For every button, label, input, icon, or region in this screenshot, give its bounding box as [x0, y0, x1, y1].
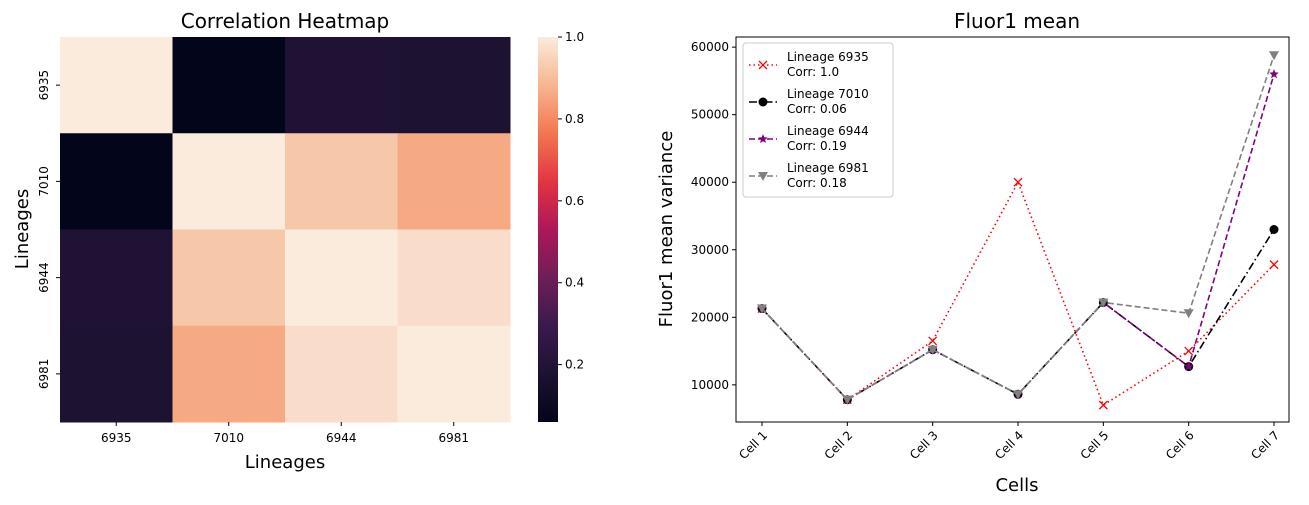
heatmap-title: Correlation Heatmap	[181, 9, 390, 33]
line-chart-axes	[735, 36, 1290, 423]
heatmap-x-ticks: 6935 7010 6944 6981	[101, 422, 469, 445]
data-point	[1183, 361, 1194, 371]
heatmap-y-tick-label: 6981	[37, 359, 51, 390]
heatmap-cell	[397, 229, 511, 327]
line-chart-y-tick-label: 60000	[691, 40, 729, 54]
line-chart-y-tick-label: 30000	[691, 243, 729, 257]
data-point	[927, 345, 938, 355]
heatmap-cell	[172, 229, 286, 327]
line-chart-y-tick-label: 40000	[691, 175, 729, 189]
heatmap-panel: Correlation Heatmap 6935 7010 6944 6981 693…	[12, 9, 584, 473]
data-point	[1013, 177, 1023, 187]
line-chart-y-tick-label: 50000	[691, 108, 729, 122]
legend-corr: Corr: 0.19	[787, 139, 847, 153]
heatmap-x-tick-label: 6981	[438, 431, 469, 445]
data-point	[842, 395, 853, 405]
line-chart-x-ticks: Cell 1 Cell 2 Cell 3 Cell 4 Cell 5 Cell 6 Cell…	[736, 422, 1282, 462]
line-chart-x-tick-label: Cell 7	[1248, 428, 1282, 462]
heatmap-cell	[172, 325, 286, 423]
series-line	[761, 229, 1275, 401]
line-chart-y-label: Fluor1 mean variance	[656, 131, 677, 328]
data-point	[757, 304, 767, 314]
data-point	[1269, 69, 1279, 79]
legend-marker	[758, 60, 768, 70]
legend-marker	[758, 97, 768, 107]
heatmap-x-label: Lineages	[245, 452, 325, 473]
heatmap-cell	[397, 325, 511, 423]
line-chart-y-tick-label: 20000	[691, 310, 729, 324]
heatmap-x-tick-label: 6944	[326, 431, 357, 445]
heatmap-cells	[60, 37, 511, 423]
series-line	[761, 180, 1275, 407]
line-chart-x-tick-label: Cell 4	[992, 428, 1026, 462]
colorbar-tick-label: 1.0	[565, 30, 584, 44]
colorbar-tick-label: 0.6	[565, 194, 584, 208]
heatmap-cell	[285, 229, 398, 327]
colorbar-tick-label: 0.4	[565, 276, 584, 290]
colorbar	[538, 37, 558, 422]
heatmap-cell	[60, 37, 173, 134]
legend-label: Lineage 6935	[787, 50, 869, 64]
series-lineage-6935	[757, 177, 1279, 410]
heatmap-cell	[285, 325, 398, 423]
line-chart-x-tick-label: Cell 3	[907, 428, 941, 462]
line-chart-y-tick-label: 10000	[691, 378, 729, 392]
line-chart-x-tick-label: Cell 1	[736, 428, 770, 462]
heatmap-x-tick-label: 6935	[101, 431, 132, 445]
line-chart-panel: Fluor1 mean 10000 20000 30000 40000 50000 600…	[656, 9, 1290, 496]
heatmap-x-tick-label: 7010	[213, 431, 244, 445]
legend-label: Lineage 7010	[787, 87, 869, 101]
data-point	[1269, 225, 1279, 234]
colorbar-ticks: 0.2 0.4 0.6 0.8 1.0	[558, 30, 584, 372]
series-lineage-7010	[757, 225, 1279, 405]
line-chart-title: Fluor1 mean	[954, 9, 1080, 33]
heatmap-y-tick-label: 6944	[37, 262, 51, 293]
line-chart-x-tick-label: Cell 5	[1078, 428, 1112, 462]
data-point	[1183, 309, 1194, 319]
series-lineage-6981	[757, 51, 1279, 405]
heatmap-cell	[285, 37, 398, 134]
heatmap-y-tick-label: 6935	[37, 70, 51, 101]
legend-marker	[758, 134, 768, 144]
data-point	[1098, 400, 1108, 410]
heatmap-y-ticks: 6935 7010 6944 6981	[37, 70, 60, 389]
heatmap-cell	[60, 133, 173, 230]
colorbar-tick-label: 0.2	[565, 358, 584, 372]
legend-label: Lineage 6981	[787, 161, 869, 175]
colorbar-tick-label: 0.8	[565, 112, 584, 126]
heatmap-cell	[397, 133, 511, 230]
legend-marker	[758, 172, 768, 181]
line-chart-x-tick-label: Cell 2	[822, 428, 856, 462]
data-point	[1269, 260, 1279, 270]
data-point	[1013, 390, 1023, 400]
heatmap-cell	[60, 325, 173, 423]
legend-corr: Corr: 1.0	[787, 65, 839, 79]
heatmap-cell	[172, 37, 286, 134]
legend-corr: Corr: 0.06	[787, 102, 847, 116]
data-point	[928, 336, 938, 346]
heatmap-cell	[172, 133, 286, 230]
legend-box	[742, 42, 894, 198]
data-point	[1184, 346, 1194, 356]
heatmap-y-tick-label: 7010	[37, 166, 51, 197]
heatmap-cell	[285, 133, 398, 230]
line-chart-series	[757, 51, 1279, 410]
line-chart-y-ticks: 10000 20000 30000 40000 50000 60000	[691, 40, 736, 392]
heatmap-y-label: Lineages	[12, 189, 33, 269]
legend-corr: Corr: 0.18	[787, 176, 847, 190]
heatmap-cell	[60, 229, 173, 327]
data-point	[1098, 298, 1109, 308]
heatmap-cell	[397, 37, 511, 134]
line-chart-x-label: Cells	[995, 475, 1038, 496]
legend-label: Lineage 6944	[787, 124, 869, 138]
data-point	[1269, 51, 1279, 61]
line-chart-x-tick-label: Cell 6	[1163, 428, 1197, 462]
